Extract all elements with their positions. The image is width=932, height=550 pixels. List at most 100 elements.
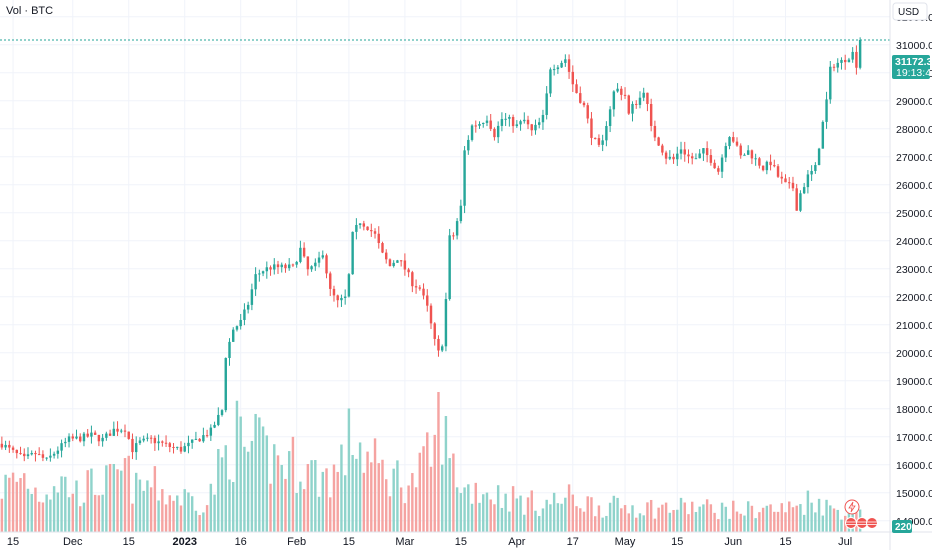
candle-body: [302, 247, 306, 257]
volume-bar: [806, 490, 810, 532]
candle-body: [470, 125, 474, 140]
volume-bar: [709, 504, 713, 532]
candle-body: [228, 341, 231, 358]
candle-body: [485, 120, 489, 123]
candle-body: [366, 226, 369, 231]
candle-body: [299, 247, 302, 262]
volume-bar: [172, 500, 175, 532]
volume-bar: [280, 464, 283, 532]
candle-body: [108, 433, 112, 436]
volume-bar: [758, 512, 761, 532]
volume-bar: [739, 513, 742, 532]
volume-bar: [649, 499, 653, 532]
volume-bar: [168, 495, 172, 532]
volume-bar: [429, 466, 433, 532]
candle-body: [664, 152, 668, 159]
volume-bar: [153, 466, 157, 532]
volume-bar: [463, 487, 466, 532]
price-axis[interactable]: 32000.0031000.0030000.0029000.0028000.00…: [896, 12, 932, 528]
volume-bar: [179, 505, 183, 532]
candle-body: [474, 125, 477, 127]
candle-body: [605, 126, 608, 141]
candle-body: [280, 264, 283, 268]
candle-body: [799, 193, 802, 211]
volume-bar: [567, 484, 571, 532]
candle-body: [183, 446, 186, 452]
candle-body: [832, 66, 836, 68]
candle-body: [329, 273, 332, 289]
volume-bar: [336, 471, 339, 532]
candle-body: [407, 269, 410, 273]
candle-body: [205, 435, 209, 437]
volume-bar: [452, 453, 455, 532]
candle-body: [67, 436, 71, 442]
volume-bar: [224, 445, 227, 532]
candle-body: [496, 125, 500, 138]
candle-body: [347, 274, 351, 297]
candle-body: [4, 444, 7, 448]
last-price-value: 31172.30: [895, 56, 932, 68]
volume-bar: [37, 501, 41, 532]
flag-us-icon[interactable]: [845, 517, 857, 529]
countdown-timer: 19:13:47: [896, 67, 932, 79]
volume-bar: [541, 508, 545, 532]
time-tick-label: 15: [123, 536, 135, 548]
candle-body: [672, 156, 675, 160]
volume-bar: [788, 501, 791, 532]
candle-body: [653, 125, 657, 138]
candle-body: [795, 188, 798, 211]
candle-body: [34, 453, 37, 455]
flag-us-icon[interactable]: [866, 517, 878, 529]
candle-body: [179, 446, 183, 452]
lightning-icon[interactable]: [844, 499, 860, 515]
price-tick-label: 18000.00: [896, 404, 932, 416]
volume-bar: [470, 503, 474, 532]
candle-body: [735, 141, 739, 146]
flag-us-icon[interactable]: [856, 517, 868, 529]
candle-body: [560, 62, 563, 68]
volume-bar: [702, 504, 705, 532]
volume-bar: [519, 495, 522, 532]
volume-bar: [205, 505, 209, 532]
time-axis[interactable]: 15 Dec 15 2023 16 Feb 15 Mar 15 Apr 17 May 15 Jun 15 Ju…: [7, 536, 852, 548]
volume-bar: [515, 498, 519, 532]
volume-bar: [217, 449, 220, 532]
candle-body: [273, 264, 276, 270]
volume-bar: [0, 498, 4, 532]
candle-body: [90, 432, 93, 437]
volume-bar: [698, 506, 701, 532]
volume-bar: [664, 502, 668, 532]
volume-bar: [616, 497, 619, 532]
candle-body: [30, 453, 33, 455]
time-tick-label: 15: [343, 536, 355, 548]
volume-bar: [362, 472, 366, 532]
volume-bar: [34, 487, 37, 532]
volume-bar: [198, 515, 201, 532]
currency-selector[interactable]: USD: [892, 2, 928, 21]
candle-body: [538, 122, 541, 125]
candle-body: [690, 156, 694, 159]
volume-bar: [829, 505, 832, 532]
volume-bar: [676, 509, 679, 532]
candle-body: [459, 205, 463, 222]
legend-title[interactable]: Vol · BTC: [6, 5, 53, 17]
volume-bar: [545, 499, 548, 532]
price-tick-label: 22000.00: [896, 292, 932, 304]
volume-bar: [560, 503, 563, 532]
candle-body: [593, 137, 597, 139]
volume-bar: [209, 483, 213, 532]
volume-bar: [433, 434, 436, 532]
volume-bar: [832, 508, 836, 532]
volume-bar: [321, 471, 324, 532]
candle-body: [429, 305, 433, 324]
candle-body: [635, 103, 638, 105]
candle-body: [131, 438, 134, 453]
candle-body: [776, 166, 780, 177]
candle-body: [422, 288, 425, 296]
volume-bar: [373, 438, 377, 532]
volume-bar: [11, 472, 15, 532]
volume-bar: [71, 493, 74, 532]
candle-body: [123, 430, 127, 432]
volume-bar: [638, 513, 642, 532]
